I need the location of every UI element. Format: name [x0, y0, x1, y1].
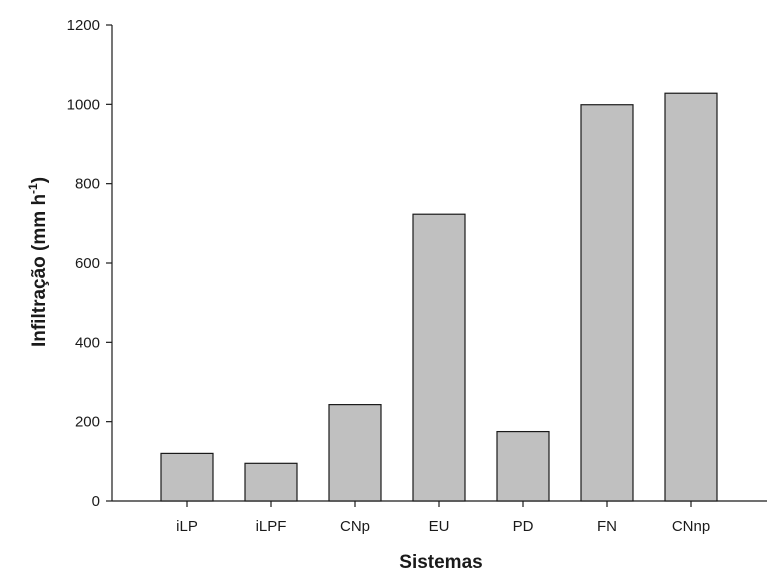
y-axis-title-superscript: -1	[26, 183, 40, 194]
y-tick-label: 800	[75, 176, 100, 193]
y-ticks: 0 200 400 600 800 1000 1200	[67, 17, 112, 510]
y-tick-label: 0	[92, 493, 100, 510]
bar-cnp	[328, 404, 382, 502]
y-tick-label: 400	[75, 334, 100, 351]
x-tick-label: iLPF	[256, 518, 287, 535]
bar-cnnp	[664, 92, 718, 502]
x-axis-title: Sistemas	[399, 552, 482, 573]
y-tick-label: 600	[75, 255, 100, 272]
x-ticks: iLP iLPF CNp EU PD FN CNnp	[176, 501, 710, 535]
y-axis: 0 200 400 600 800 1000 1200	[67, 17, 113, 510]
bar-pd	[496, 430, 550, 502]
y-tick-label: 1000	[67, 96, 100, 113]
bar-ilp	[160, 452, 214, 502]
bar-eu	[412, 213, 466, 502]
y-axis-title-close: )	[29, 177, 50, 183]
x-tick-label: EU	[429, 518, 450, 535]
x-tick-label: CNp	[340, 518, 370, 535]
y-axis-title: Infiltração (mm h-1)	[26, 177, 50, 347]
x-tick-label: FN	[597, 518, 617, 535]
x-tick-label: iLP	[176, 518, 198, 535]
bars	[160, 92, 718, 502]
y-axis-title-main: Infiltração (mm h	[29, 194, 50, 347]
bar-fn	[580, 104, 634, 502]
y-tick-label: 1200	[67, 17, 100, 34]
x-tick-label: PD	[513, 518, 534, 535]
x-tick-label: CNnp	[672, 518, 710, 535]
x-axis: iLP iLPF CNp EU PD FN CNnp	[112, 500, 767, 535]
y-tick-label: 200	[75, 414, 100, 431]
bar-ilpf	[244, 462, 298, 502]
